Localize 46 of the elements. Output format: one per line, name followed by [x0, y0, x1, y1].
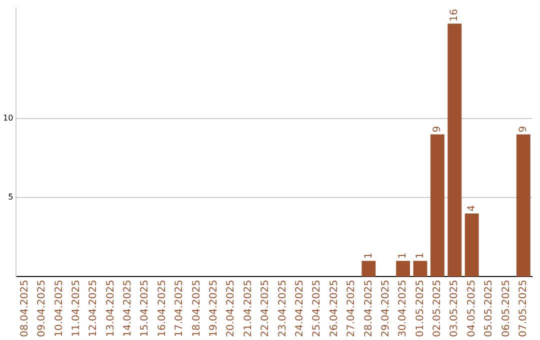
y-tick-label: 10 — [2, 114, 14, 123]
x-tick-label: 06.05.2025 — [500, 280, 512, 338]
x-tick-label: 24.04.2025 — [294, 280, 306, 338]
x-tick-label: 22.04.2025 — [260, 280, 272, 338]
x-tick-label: 09.04.2025 — [36, 280, 48, 338]
x-tick-label: 21.04.2025 — [242, 280, 254, 338]
x-tick-label: 10.04.2025 — [54, 280, 65, 338]
x-tick-label: 18.04.2025 — [191, 280, 202, 338]
bar — [516, 134, 530, 277]
bar — [464, 213, 479, 277]
x-tick-label: 01.05.2025 — [414, 280, 426, 338]
x-tick-label: 17.04.2025 — [174, 280, 186, 338]
x-tick-label: 05.05.2025 — [484, 280, 495, 338]
x-tick-label: 15.04.2025 — [140, 280, 151, 338]
x-tick-label: 28.04.2025 — [363, 280, 374, 338]
x-tick-label: 07.05.2025 — [518, 280, 529, 338]
x-tick-label: 03.05.2025 — [449, 280, 460, 338]
y-tick-label: 5 — [8, 192, 14, 202]
data-label: 9 — [518, 126, 529, 132]
x-tick-label: 27.04.2025 — [346, 280, 358, 338]
x-tick-label: 20.04.2025 — [226, 280, 237, 338]
x-tick-label: 23.04.2025 — [277, 280, 288, 338]
x-tick-label: 12.04.2025 — [88, 280, 100, 338]
data-label: 9 — [432, 126, 444, 132]
bar — [396, 260, 410, 277]
x-tick-label: 19.04.2025 — [208, 280, 220, 338]
bar — [430, 134, 444, 277]
x-tick-label: 29.04.2025 — [380, 280, 392, 338]
data-label: 1 — [363, 252, 374, 259]
x-tick-label: 11.04.2025 — [70, 280, 82, 338]
data-label: 4 — [466, 205, 478, 212]
x-tick-label: 04.05.2025 — [466, 280, 478, 338]
x-tick-label: 02.05.2025 — [432, 280, 444, 338]
x-tick-label: 30.04.2025 — [398, 280, 409, 338]
data-label: 1 — [398, 252, 409, 259]
x-tick-label: 26.04.2025 — [328, 280, 340, 338]
data-label: 1 — [414, 252, 426, 259]
x-tick-label: 13.04.2025 — [105, 280, 116, 338]
x-tick-label: 14.04.2025 — [122, 280, 134, 338]
bar — [448, 24, 462, 277]
x-tick-label: 08.04.2025 — [19, 280, 30, 338]
x-tick-label: 25.04.2025 — [312, 280, 323, 338]
bar — [362, 260, 376, 277]
bar — [413, 260, 428, 277]
x-tick-label: 16.04.2025 — [156, 280, 168, 338]
data-label: 16 — [449, 8, 460, 22]
